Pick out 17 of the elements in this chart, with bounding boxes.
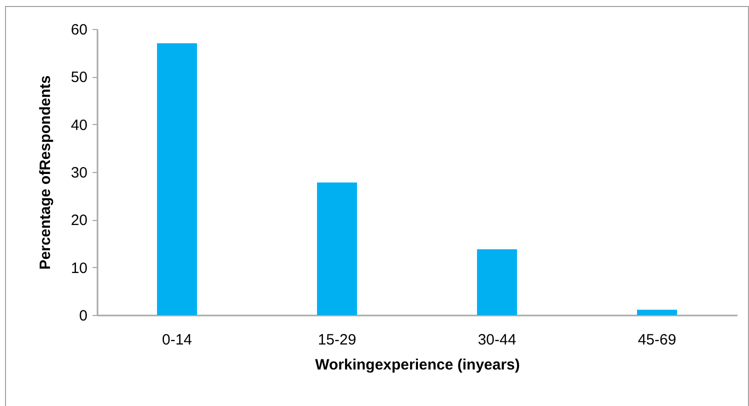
x-tick-label: 30-44 <box>478 332 516 348</box>
y-tick-label: 50 <box>70 69 88 86</box>
y-tick-label: 40 <box>70 116 88 134</box>
y-axis-title: Percentage ofRespondents <box>36 75 54 270</box>
bar <box>637 310 677 315</box>
y-tick-label: 30 <box>70 164 88 182</box>
y-tick-label: 0 <box>79 308 88 324</box>
y-tick-label: 60 <box>70 22 88 38</box>
bar <box>317 182 357 315</box>
y-tick-label: 10 <box>70 260 88 277</box>
bar <box>157 43 197 315</box>
x-axis-title: Workingexperience (inyears) <box>315 356 520 374</box>
y-tick-label: 20 <box>70 212 88 230</box>
bar <box>477 249 517 315</box>
x-tick-label: 0-14 <box>162 332 192 348</box>
x-tick-label: 45-69 <box>638 332 676 348</box>
x-tick-label: 15-29 <box>318 332 356 348</box>
